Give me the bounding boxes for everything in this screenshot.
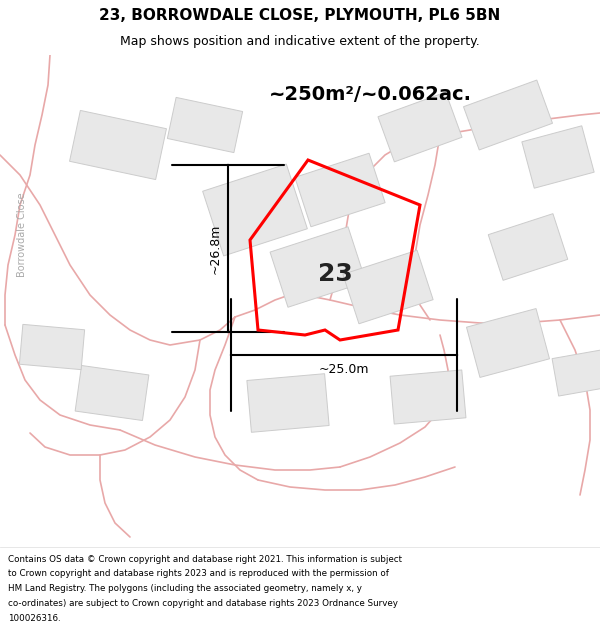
Polygon shape — [488, 214, 568, 281]
Polygon shape — [295, 153, 385, 227]
Polygon shape — [343, 250, 433, 324]
Text: Borrowdale Close: Borrowdale Close — [17, 192, 27, 278]
Text: Contains OS data © Crown copyright and database right 2021. This information is : Contains OS data © Crown copyright and d… — [8, 554, 402, 564]
Text: 100026316.: 100026316. — [8, 614, 61, 622]
Text: ~25.0m: ~25.0m — [319, 363, 369, 376]
Polygon shape — [247, 374, 329, 432]
Polygon shape — [522, 126, 594, 188]
Text: to Crown copyright and database rights 2023 and is reproduced with the permissio: to Crown copyright and database rights 2… — [8, 569, 389, 578]
Polygon shape — [75, 366, 149, 421]
Text: 23, BORROWDALE CLOSE, PLYMOUTH, PL6 5BN: 23, BORROWDALE CLOSE, PLYMOUTH, PL6 5BN — [100, 8, 500, 23]
Text: ~250m²/~0.062ac.: ~250m²/~0.062ac. — [269, 85, 472, 104]
Polygon shape — [19, 324, 85, 369]
Polygon shape — [70, 111, 166, 179]
Text: ~26.8m: ~26.8m — [209, 223, 222, 274]
Polygon shape — [463, 80, 553, 150]
Polygon shape — [167, 98, 242, 152]
Polygon shape — [390, 370, 466, 424]
Polygon shape — [203, 164, 307, 256]
Text: 23: 23 — [318, 262, 353, 286]
Text: co-ordinates) are subject to Crown copyright and database rights 2023 Ordnance S: co-ordinates) are subject to Crown copyr… — [8, 599, 398, 608]
Polygon shape — [270, 227, 366, 308]
Polygon shape — [378, 92, 462, 162]
Text: Map shows position and indicative extent of the property.: Map shows position and indicative extent… — [120, 35, 480, 48]
Polygon shape — [466, 309, 550, 378]
Text: HM Land Registry. The polygons (including the associated geometry, namely x, y: HM Land Registry. The polygons (includin… — [8, 584, 362, 593]
Polygon shape — [552, 350, 600, 396]
